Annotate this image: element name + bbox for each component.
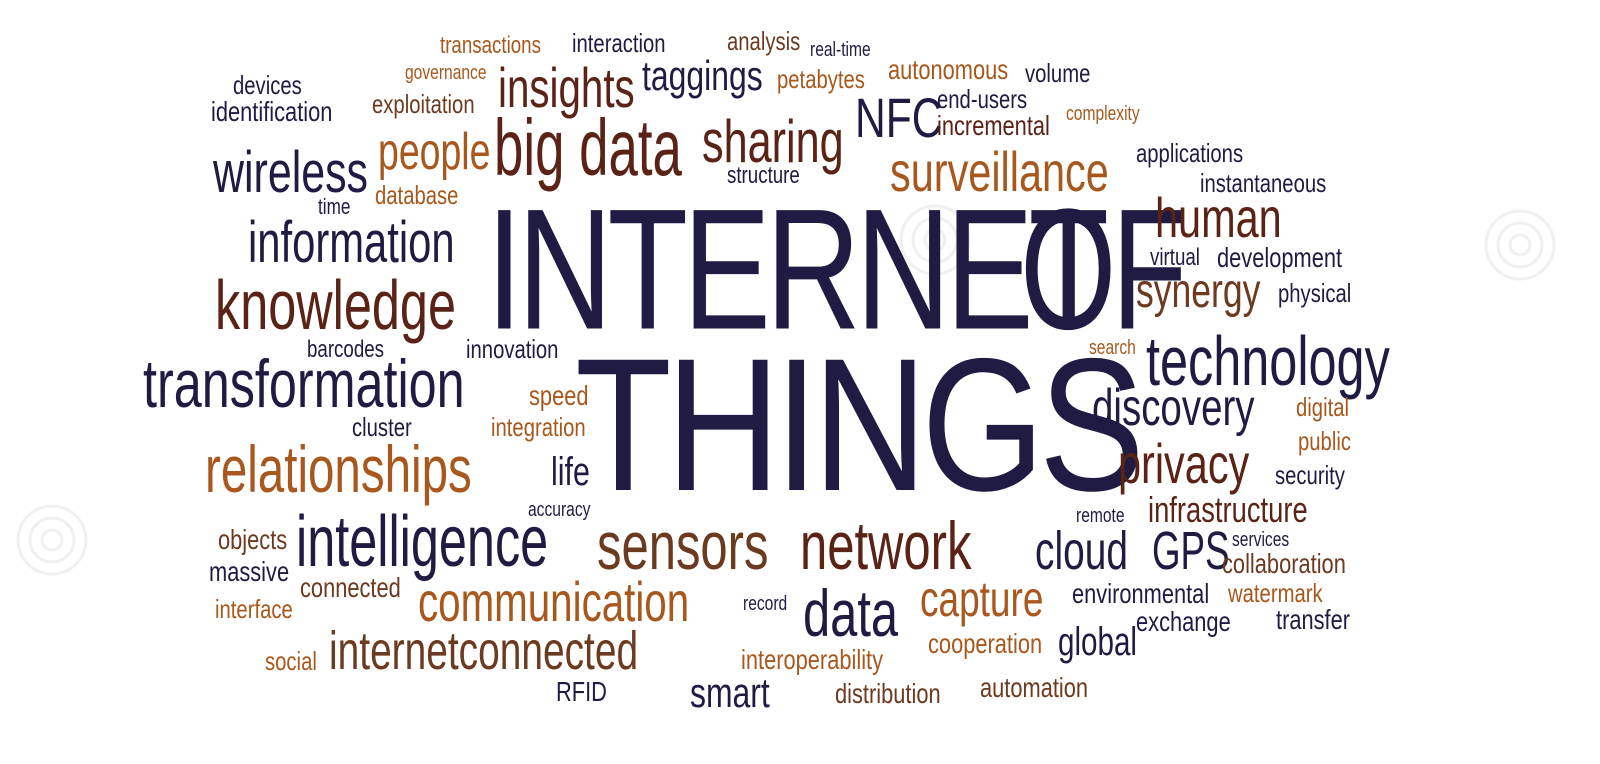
- word-taggings: taggings: [642, 52, 763, 99]
- word-gps: GPS: [1152, 521, 1230, 581]
- word-capture: capture: [920, 571, 1044, 627]
- word-insights: insights: [498, 56, 635, 119]
- word-remote: remote: [1076, 505, 1125, 527]
- word-governance: governance: [405, 62, 487, 84]
- word-integration: integration: [491, 412, 586, 442]
- word-environmental: environmental: [1072, 578, 1210, 609]
- word-life: life: [551, 450, 590, 494]
- word-transfer: transfer: [1276, 604, 1351, 635]
- word-relationships: relationships: [205, 432, 472, 506]
- word-nfc: NFC: [855, 86, 943, 149]
- word-internetconnected: internetconnected: [329, 621, 639, 681]
- word-cooperation: cooperation: [928, 628, 1043, 659]
- word-transactions: transactions: [440, 32, 541, 59]
- word-data: data: [803, 576, 899, 650]
- word-exploitation: exploitation: [372, 89, 475, 119]
- word-global: global: [1058, 620, 1138, 664]
- word-time: time: [318, 194, 351, 219]
- word-social: social: [265, 646, 317, 676]
- watermark-swirl-icon: [899, 204, 971, 276]
- watermark-swirl-icon: [1484, 209, 1556, 281]
- word-automation: automation: [980, 672, 1089, 703]
- word-privacy: privacy: [1118, 432, 1250, 495]
- word-physical: physical: [1278, 278, 1352, 308]
- word-search: search: [1089, 337, 1136, 359]
- word-barcodes: barcodes: [307, 336, 385, 363]
- word-services: services: [1232, 529, 1290, 551]
- word-structure: structure: [727, 162, 800, 189]
- word-petabytes: petabytes: [777, 64, 865, 94]
- word-people: people: [378, 123, 491, 181]
- word-devices: devices: [233, 70, 302, 100]
- word-exchange: exchange: [1136, 606, 1231, 637]
- word-collaboration: collaboration: [1222, 548, 1346, 579]
- word-interaction: interaction: [572, 28, 666, 58]
- word-interface: interface: [215, 594, 293, 624]
- word-smart: smart: [690, 669, 770, 716]
- word-instantaneous: instantaneous: [1200, 168, 1327, 198]
- word-applications: applications: [1136, 138, 1244, 168]
- word-transformation: transformation: [143, 346, 465, 422]
- word-volume: volume: [1025, 58, 1091, 88]
- word-incremental: incremental: [937, 110, 1050, 141]
- word-wireless: wireless: [213, 140, 369, 205]
- word-infrastructure: infrastructure: [1148, 489, 1308, 530]
- word-identification: identification: [211, 96, 333, 127]
- word-accuracy: accuracy: [528, 499, 591, 521]
- word-cloud: cloud: [1035, 521, 1128, 581]
- word-rfid: RFID: [556, 676, 607, 707]
- word-virtual: virtual: [1150, 244, 1200, 271]
- word-interoperability: interoperability: [741, 644, 884, 675]
- word-connected: connected: [300, 572, 401, 603]
- word-information: information: [248, 210, 455, 275]
- word-big-data: big data: [494, 103, 682, 192]
- word-speed: speed: [529, 380, 589, 411]
- word-database: database: [375, 180, 459, 210]
- word-autonomous: autonomous: [888, 54, 1009, 85]
- word-intelligence: intelligence: [296, 502, 549, 582]
- word-of: OF: [1020, 173, 1187, 366]
- word-massive: massive: [209, 556, 290, 587]
- word-sensors: sensors: [597, 508, 769, 584]
- word-surveillance: surveillance: [890, 140, 1109, 203]
- word-synergy: synergy: [1136, 265, 1261, 318]
- word-security: security: [1275, 460, 1345, 490]
- word-end-users: end-users: [937, 84, 1028, 114]
- word-network: network: [800, 508, 972, 584]
- word-objects: objects: [218, 524, 288, 555]
- word-record: record: [743, 593, 788, 615]
- word-cluster: cluster: [352, 412, 412, 442]
- word-knowledge: knowledge: [215, 266, 456, 344]
- word-public: public: [1298, 426, 1351, 456]
- word-complexity: complexity: [1066, 103, 1140, 125]
- word-communication: communication: [418, 570, 690, 633]
- word-innovation: innovation: [466, 334, 559, 364]
- watermark-swirl-icon: [16, 504, 88, 576]
- word-real-time: real-time: [810, 39, 871, 61]
- word-analysis: analysis: [727, 26, 801, 56]
- word-digital: digital: [1296, 392, 1349, 422]
- word-distribution: distribution: [835, 678, 941, 709]
- word-development: development: [1217, 242, 1343, 273]
- word-watermark: watermark: [1228, 578, 1323, 608]
- word-sharing: sharing: [702, 108, 844, 175]
- word-human: human: [1155, 186, 1282, 249]
- word-technology: technology: [1146, 322, 1390, 400]
- word-discovery: discovery: [1092, 379, 1255, 437]
- word-things: THINGS: [575, 318, 1145, 531]
- word-internet: INTERNET: [486, 173, 1109, 366]
